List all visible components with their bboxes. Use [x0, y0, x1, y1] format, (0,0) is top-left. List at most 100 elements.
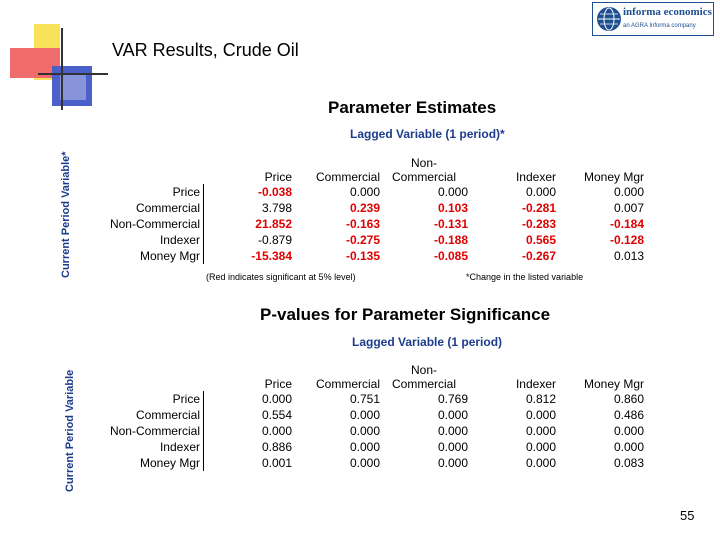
- table-row: Price -0.038 0.000 0.000 0.000 0.000: [96, 184, 644, 200]
- lagged-variable-subheading-2: Lagged Variable (1 period): [352, 335, 503, 349]
- p-values-heading: P-values for Parameter Significance: [260, 305, 551, 324]
- column-header-commercial: Commercial: [315, 377, 380, 391]
- row-label: Indexer: [96, 232, 204, 248]
- p-value-cell: 0.000: [525, 440, 556, 454]
- row-label: Non-Commercial: [96, 216, 204, 232]
- row-label: Commercial: [96, 407, 204, 423]
- p-value-cell: 0.000: [437, 440, 468, 454]
- p-value-cell: 0.751: [349, 392, 380, 406]
- table-header-row: Price Commercial Non- Commercial Indexer…: [96, 152, 644, 184]
- row-label: Indexer: [96, 439, 204, 455]
- row-label: Money Mgr: [96, 248, 204, 264]
- table-row: Money Mgr -15.384 -0.135 -0.085 -0.267 0.013: [96, 248, 644, 264]
- p-value-cell: 0.001: [261, 456, 292, 470]
- significance-note: (Red indicates significant at 5% level): [206, 272, 356, 282]
- estimate-cell: 0.000: [525, 185, 556, 199]
- p-value-cell: 0.769: [437, 392, 468, 406]
- estimate-cell: 0.000: [349, 185, 380, 199]
- table-row: Indexer 0.886 0.000 0.000 0.000 0.000: [96, 439, 644, 455]
- decor-square-blue-inner: [60, 74, 86, 100]
- p-value-cell: 0.000: [261, 392, 292, 406]
- p-values-body: Price 0.000 0.751 0.769 0.812 0.860 Commercial…: [96, 391, 644, 471]
- informa-logo: informa economics an AGRA Informa compan…: [592, 2, 714, 36]
- column-header-non-commercial: Non- Commercial: [391, 156, 456, 184]
- column-header-indexer: Indexer: [515, 377, 556, 391]
- decor-horizontal-line: [38, 73, 108, 75]
- p-value-cell: 0.486: [613, 408, 644, 422]
- estimate-cell: -0.879: [257, 233, 292, 247]
- p-value-cell: 0.000: [349, 424, 380, 438]
- row-label: Non-Commercial: [96, 423, 204, 439]
- p-values-table: Price Commercial Non- Commercial Indexer…: [96, 359, 644, 471]
- estimate-cell: -0.135: [345, 249, 380, 263]
- estimate-cell: -0.283: [521, 217, 556, 231]
- table-header-row: Price Commercial Non- Commercial Indexer…: [96, 359, 644, 391]
- estimate-cell: 0.239: [349, 201, 380, 215]
- table-row: Indexer -0.879 -0.275 -0.188 0.565 -0.128: [96, 232, 644, 248]
- column-header-commercial: Commercial: [315, 170, 380, 184]
- logo-tagline: an AGRA Informa company: [623, 23, 696, 29]
- estimate-cell: -0.085: [433, 249, 468, 263]
- lagged-variable-subheading-1: Lagged Variable (1 period)*: [350, 127, 505, 141]
- globe-icon: [597, 7, 621, 31]
- row-label: Price: [96, 391, 204, 407]
- row-label: Money Mgr: [96, 455, 204, 471]
- table-row: Money Mgr 0.001 0.000 0.000 0.000 0.083: [96, 455, 644, 471]
- estimate-cell: 0.013: [613, 249, 644, 263]
- p-value-cell: 0.000: [349, 440, 380, 454]
- p-value-cell: 0.554: [261, 408, 292, 422]
- decor-vertical-line: [61, 28, 63, 110]
- table-row: Non-Commercial 0.000 0.000 0.000 0.000 0.000: [96, 423, 644, 439]
- estimate-cell: -15.384: [251, 249, 292, 263]
- table-row: Price 0.000 0.751 0.769 0.812 0.860: [96, 391, 644, 407]
- estimate-cell: 0.007: [613, 201, 644, 215]
- estimate-cell: -0.131: [433, 217, 468, 231]
- p-value-cell: 0.000: [349, 456, 380, 470]
- p-value-cell: 0.000: [261, 424, 292, 438]
- estimate-cell: -0.163: [345, 217, 380, 231]
- row-label: Commercial: [96, 200, 204, 216]
- estimate-cell: -0.038: [257, 185, 292, 199]
- column-header-price: Price: [264, 170, 292, 184]
- estimate-cell: 0.000: [437, 185, 468, 199]
- logo-name: informa economics: [623, 6, 712, 18]
- estimate-cell: -0.275: [345, 233, 380, 247]
- parameter-estimates-body: Price -0.038 0.000 0.000 0.000 0.000 Commercia…: [96, 184, 644, 264]
- p-value-cell: 0.000: [349, 408, 380, 422]
- column-header-non-commercial: Non- Commercial: [391, 363, 456, 391]
- estimate-cell: -0.188: [433, 233, 468, 247]
- parameter-estimates-table: Price Commercial Non- Commercial Indexer…: [96, 152, 644, 264]
- table-row: Commercial 0.554 0.000 0.000 0.000 0.486: [96, 407, 644, 423]
- estimate-cell: 0.565: [525, 233, 556, 247]
- page-number: 55: [680, 508, 695, 523]
- estimate-cell: 21.852: [255, 217, 292, 231]
- p-value-cell: 0.000: [525, 424, 556, 438]
- p-value-cell: 0.000: [525, 456, 556, 470]
- axis-label-current-period-bottom: Current Period Variable: [64, 369, 76, 492]
- p-value-cell: 0.000: [613, 440, 644, 454]
- change-note: *Change in the listed variable: [466, 272, 584, 282]
- slide-title: VAR Results, Crude Oil: [112, 40, 299, 60]
- estimate-cell: 0.000: [613, 185, 644, 199]
- table-row: Non-Commercial 21.852 -0.163 -0.131 -0.283 -0…: [96, 216, 644, 232]
- p-value-cell: 0.000: [437, 424, 468, 438]
- estimate-cell: -0.184: [609, 217, 644, 231]
- table-row: Commercial 3.798 0.239 0.103 -0.281 0.007: [96, 200, 644, 216]
- row-label: Price: [96, 184, 204, 200]
- column-header-money-mgr: Money Mgr: [583, 170, 644, 184]
- column-header-indexer: Indexer: [515, 170, 556, 184]
- parameter-estimates-heading: Parameter Estimates: [328, 98, 497, 117]
- p-value-cell: 0.083: [613, 456, 644, 470]
- p-value-cell: 0.000: [437, 408, 468, 422]
- p-value-cell: 0.000: [613, 424, 644, 438]
- p-value-cell: 0.000: [525, 408, 556, 422]
- estimate-cell: 3.798: [261, 201, 292, 215]
- axis-label-current-period-top: Current Period Variable*: [60, 151, 72, 278]
- estimate-cell: -0.128: [609, 233, 644, 247]
- p-value-cell: 0.000: [437, 456, 468, 470]
- p-value-cell: 0.886: [261, 440, 292, 454]
- estimate-cell: 0.103: [437, 201, 468, 215]
- estimate-cell: -0.281: [521, 201, 556, 215]
- p-value-cell: 0.812: [525, 392, 556, 406]
- column-header-money-mgr: Money Mgr: [583, 377, 644, 391]
